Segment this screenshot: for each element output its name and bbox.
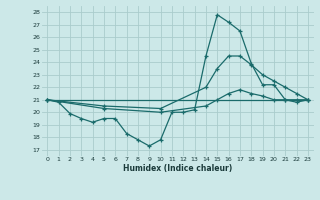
X-axis label: Humidex (Indice chaleur): Humidex (Indice chaleur) <box>123 164 232 173</box>
